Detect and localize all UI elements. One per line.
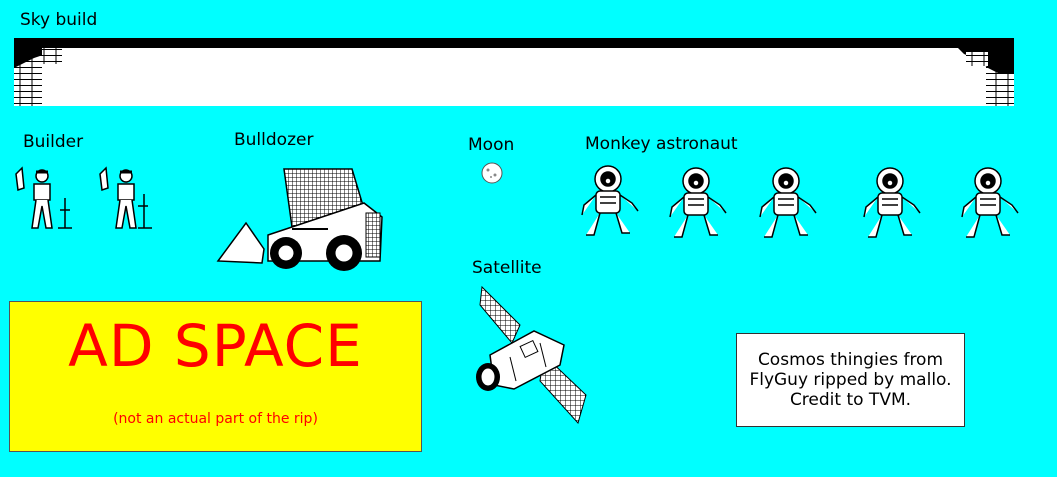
moon-sprite	[481, 162, 503, 184]
bulldozer-sprite	[216, 168, 383, 271]
sky-build-sprite	[14, 38, 1014, 106]
credit-line-1: Cosmos thingies from	[757, 350, 944, 370]
sky-top-bar	[14, 38, 1014, 48]
builder-frame-2	[99, 166, 152, 229]
credit-line-2: FlyGuy ripped by mallo.	[749, 370, 952, 390]
sky-brick-right	[958, 48, 1014, 106]
builder-sprites	[15, 166, 152, 229]
monkey-astronaut-frame-4	[863, 167, 921, 238]
monkey-astronaut-frame-3	[759, 167, 817, 238]
ad-space-title: AD SPACE	[68, 312, 363, 380]
monkey-astronaut-label: Monkey astronaut	[585, 134, 738, 154]
moon-label: Moon	[468, 135, 515, 155]
monkey-astronaut-sprites	[581, 165, 1019, 238]
ad-space-box: AD SPACE (not an actual part of the rip)	[9, 301, 422, 452]
bulldozer-label: Bulldozer	[234, 130, 314, 150]
satellite-label: Satellite	[472, 258, 542, 278]
monkey-astronaut-frame-5	[961, 167, 1019, 238]
sky-build-label: Sky build	[20, 10, 98, 30]
builder-frame-1	[15, 166, 72, 229]
credit-line-3: Credit to TVM.	[789, 390, 912, 410]
ad-space-note: (not an actual part of the rip)	[113, 411, 318, 427]
satellite-sprite	[476, 285, 587, 425]
monkey-astronaut-frame-2	[669, 167, 727, 238]
sky-brick-left	[14, 48, 62, 106]
credit-box: Cosmos thingies from FlyGuy ripped by ma…	[736, 333, 965, 427]
builder-label: Builder	[23, 132, 84, 152]
